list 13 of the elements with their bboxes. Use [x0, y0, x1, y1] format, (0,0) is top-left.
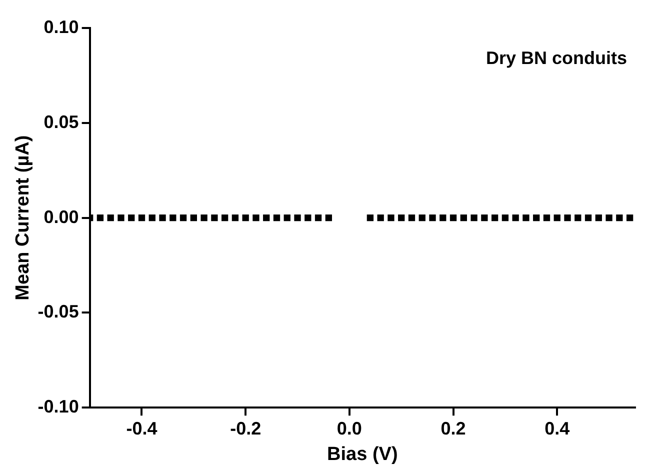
x-axis-title: Bias (V): [327, 444, 398, 465]
y-axis-title: Mean Current (µA): [12, 135, 34, 300]
annotation: Dry BN conduits: [486, 48, 627, 68]
x-tick-label: 0.2: [440, 418, 466, 438]
x-tick-label: 0.0: [336, 418, 362, 438]
y-tick-label: 0.05: [44, 112, 79, 132]
x-tick-label: 0.4: [544, 418, 570, 438]
y-tick-label: -0.05: [38, 302, 79, 322]
x-tick-label: -0.2: [230, 418, 262, 438]
y-tick-label: 0.00: [44, 206, 79, 227]
x-tick-label: -0.4: [126, 418, 158, 438]
y-tick-label: 0.10: [44, 16, 79, 37]
y-tick-label: -0.10: [38, 396, 79, 417]
